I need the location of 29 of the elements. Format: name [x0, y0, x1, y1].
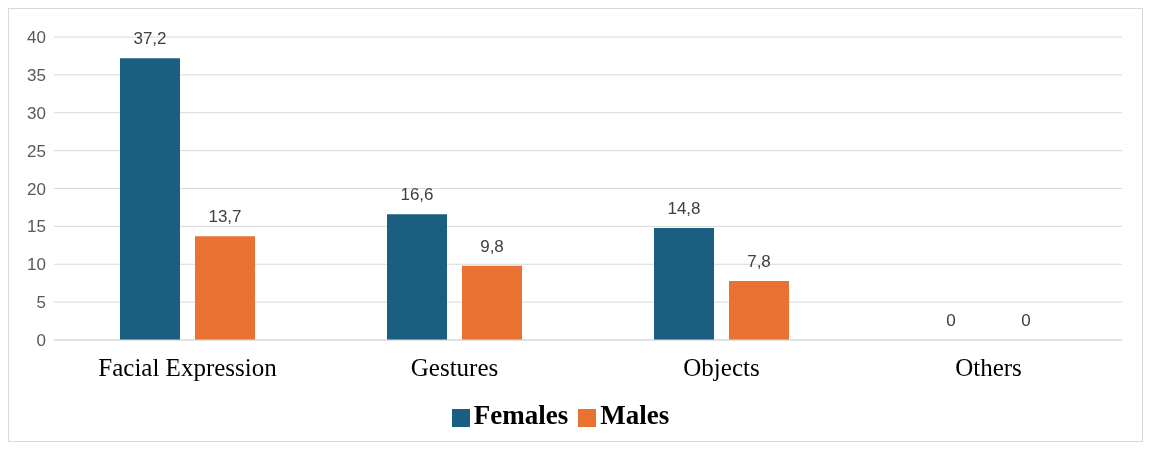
y-tick-label: 35 — [27, 65, 46, 85]
data-label: 14,8 — [667, 198, 701, 218]
y-tick-label: 0 — [36, 331, 46, 351]
y-tick-label: 30 — [27, 103, 46, 123]
y-tick-label: 25 — [27, 141, 46, 161]
y-tick-label: 5 — [36, 293, 46, 313]
bar — [195, 236, 255, 340]
bar — [120, 58, 180, 340]
data-label: 0 — [1021, 310, 1031, 330]
data-label: 16,6 — [400, 185, 434, 205]
x-tick-label: Gestures — [410, 353, 499, 381]
bar — [462, 265, 522, 340]
legend-label: Males — [600, 400, 670, 430]
data-label: 37,2 — [133, 29, 167, 49]
bar — [654, 227, 714, 340]
y-tick-label: 10 — [27, 255, 46, 275]
data-label: 13,7 — [208, 207, 242, 227]
x-tick-label: Objects — [683, 353, 760, 381]
data-label: 7,8 — [747, 251, 771, 271]
y-tick-label: 20 — [27, 179, 46, 199]
legend-label: Females — [473, 400, 569, 430]
data-label: 0 — [946, 310, 956, 330]
data-label: 9,8 — [480, 236, 504, 256]
bar — [387, 214, 447, 340]
x-tick-label: Others — [955, 353, 1022, 381]
x-tick-label: Facial Expression — [98, 353, 278, 381]
bar — [729, 280, 789, 340]
y-tick-label: 15 — [27, 217, 46, 237]
y-tick-label: 40 — [27, 28, 46, 48]
